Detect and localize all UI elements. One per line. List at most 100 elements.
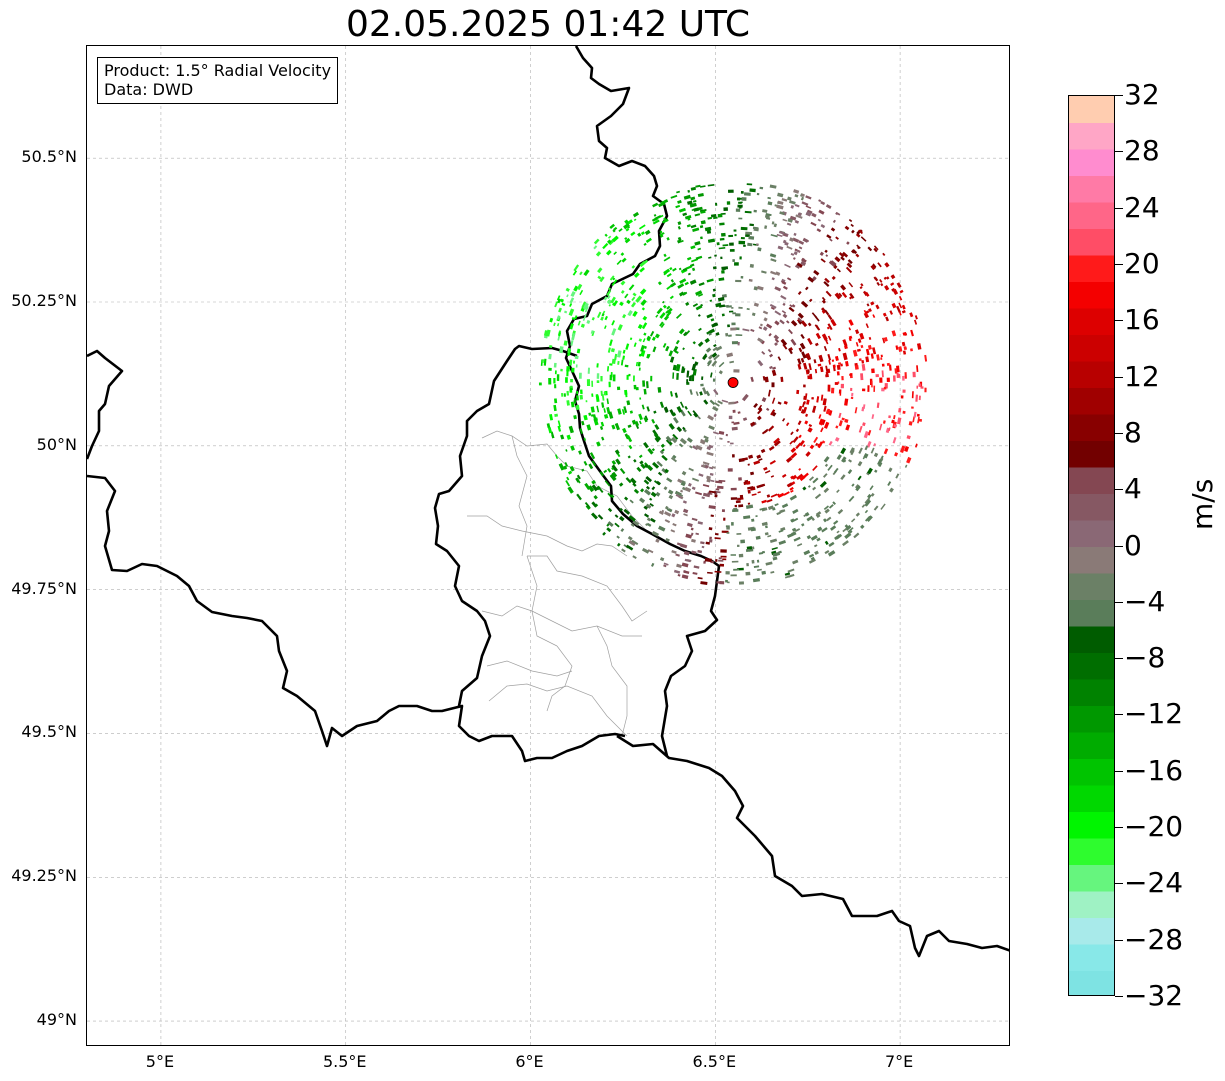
velocity-echo [860, 524, 865, 529]
velocity-echo [748, 278, 753, 282]
velocity-echo [548, 377, 552, 385]
velocity-echo [897, 417, 902, 425]
velocity-echo [705, 541, 710, 545]
velocity-echo [832, 219, 836, 224]
velocity-echo [867, 467, 873, 475]
velocity-echo [611, 460, 617, 465]
velocity-echo [823, 345, 828, 352]
velocity-echo [756, 559, 760, 563]
velocity-echo [665, 438, 673, 446]
velocity-echo [672, 523, 677, 527]
velocity-echo [628, 444, 633, 450]
velocity-echo [858, 358, 862, 361]
velocity-echo [624, 219, 629, 225]
velocity-echo [655, 491, 661, 497]
velocity-echo [710, 479, 715, 483]
velocity-echo [643, 479, 650, 485]
velocity-echo [870, 353, 874, 359]
velocity-echo [844, 225, 850, 231]
colorbar-tick-label: −24 [1124, 866, 1184, 900]
colorbar-band [1069, 228, 1114, 256]
velocity-echo [740, 539, 745, 544]
velocity-echo [858, 229, 863, 235]
velocity-echo [719, 237, 725, 241]
velocity-echo [709, 299, 713, 302]
velocity-echo [596, 373, 600, 379]
velocity-echo [563, 340, 568, 346]
velocity-echo [609, 223, 615, 230]
velocity-echo [767, 505, 774, 510]
velocity-echo [798, 240, 805, 245]
velocity-echo [756, 243, 759, 246]
velocity-echo [620, 290, 625, 294]
velocity-echo [750, 328, 755, 333]
velocity-echo [671, 549, 677, 554]
velocity-echo [615, 458, 621, 465]
radar-map[interactable] [86, 45, 1010, 1046]
velocity-echo [900, 395, 904, 399]
velocity-echo [823, 487, 830, 493]
velocity-echo [656, 307, 663, 315]
velocity-echo [734, 400, 739, 404]
velocity-echo [684, 486, 692, 493]
velocity-echo [731, 307, 734, 309]
velocity-echo [786, 245, 793, 250]
map-title: 02.05.2025 01:42 UTC [345, 4, 751, 45]
velocity-echo [744, 210, 752, 214]
velocity-echo [787, 328, 793, 335]
velocity-echo [766, 323, 773, 329]
velocity-echo [753, 286, 759, 291]
velocity-echo [612, 235, 619, 243]
velocity-echo [652, 346, 657, 353]
velocity-echo [628, 284, 635, 291]
velocity-echo [776, 204, 784, 210]
velocity-echo [566, 370, 569, 377]
velocity-echo [548, 353, 552, 360]
velocity-echo [602, 242, 609, 250]
velocity-echo [607, 299, 612, 305]
velocity-echo [844, 532, 852, 540]
velocity-echo [789, 200, 796, 205]
velocity-echo [794, 220, 800, 224]
velocity-echo [600, 375, 603, 382]
velocity-echo [769, 184, 777, 189]
map-canvas[interactable] [87, 46, 1010, 1046]
velocity-echo [624, 496, 629, 501]
velocity-echo [776, 511, 781, 516]
velocity-echo [875, 374, 879, 378]
velocity-echo [681, 470, 687, 476]
velocity-echo [683, 570, 690, 575]
velocity-echo [583, 437, 587, 441]
velocity-echo [813, 544, 818, 548]
velocity-echo [750, 421, 756, 427]
velocity-echo [627, 424, 632, 428]
velocity-echo [864, 497, 871, 504]
velocity-echo [737, 497, 744, 501]
velocity-echo [859, 332, 864, 337]
velocity-echo [837, 381, 840, 384]
velocity-echo [785, 456, 793, 463]
velocity-echo [603, 413, 609, 419]
velocity-echo [877, 262, 882, 268]
velocity-echo [639, 267, 645, 273]
velocity-echo [729, 249, 735, 252]
colorbar-band [1069, 149, 1114, 176]
velocity-echo [659, 312, 666, 319]
velocity-echo [789, 486, 794, 491]
velocity-echo [770, 306, 775, 310]
velocity-echo [833, 467, 839, 474]
velocity-echo [668, 422, 675, 430]
velocity-echo [881, 387, 885, 392]
velocity-echo [689, 445, 693, 449]
velocity-echo [574, 355, 579, 360]
velocity-echo [680, 489, 684, 493]
velocity-echo [622, 427, 627, 434]
velocity-echo [841, 251, 849, 258]
velocity-echo [700, 581, 708, 585]
velocity-echo [818, 414, 822, 419]
velocity-echo [734, 262, 739, 266]
velocity-echo [790, 204, 795, 209]
velocity-echo [626, 374, 629, 380]
velocity-echo [677, 283, 685, 289]
velocity-echo [791, 527, 797, 532]
